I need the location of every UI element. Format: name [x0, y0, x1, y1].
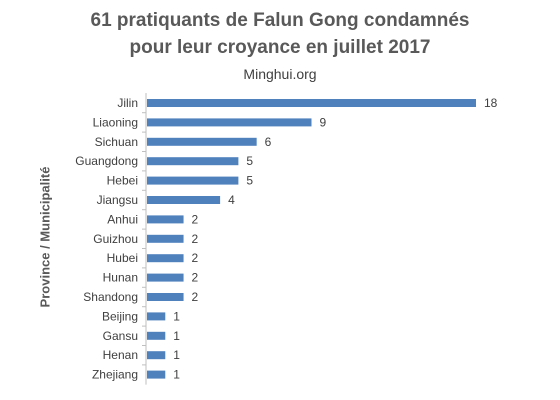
- category-label: Guizhou: [93, 232, 138, 246]
- data-label: 6: [265, 135, 272, 149]
- category-label: Guangdong: [75, 154, 138, 168]
- bar: [147, 234, 184, 243]
- chart-title-line-1: 61 pratiquants de Falun Gong condamnés: [90, 10, 470, 31]
- data-label: 2: [192, 212, 199, 226]
- data-label: 9: [320, 115, 327, 129]
- data-label: 1: [173, 348, 180, 362]
- bar: [147, 254, 184, 263]
- bar: [147, 215, 184, 224]
- category-label: Henan: [103, 348, 138, 362]
- bar: [147, 157, 239, 166]
- data-label: 1: [173, 329, 180, 343]
- category-label: Gansu: [103, 329, 138, 343]
- data-label: 2: [192, 251, 199, 265]
- category-label: Shandong: [83, 290, 138, 304]
- data-label: 2: [192, 232, 199, 246]
- bar: [147, 176, 239, 185]
- bar: [147, 273, 184, 282]
- bar: [147, 196, 221, 204]
- category-label: Zhejiang: [92, 368, 138, 382]
- bar: [147, 312, 166, 321]
- data-label: 5: [246, 174, 253, 188]
- data-label: 2: [192, 290, 199, 304]
- bar: [147, 370, 166, 379]
- category-label: Jilin: [117, 96, 138, 110]
- data-label: 1: [173, 309, 180, 323]
- bar: [147, 118, 312, 127]
- bar: [147, 331, 166, 340]
- category-label: Liaoning: [93, 115, 138, 129]
- bar: [147, 99, 476, 107]
- category-label: Hunan: [103, 271, 138, 285]
- category-label: Beijing: [102, 309, 138, 323]
- data-label: 18: [484, 96, 498, 110]
- category-label: Sichuan: [95, 135, 138, 149]
- bar: [147, 351, 166, 360]
- data-label: 1: [173, 368, 180, 382]
- bar: [147, 293, 184, 301]
- category-label: Anhui: [107, 212, 138, 226]
- category-label: Hebei: [107, 174, 138, 188]
- data-label: 2: [192, 271, 199, 285]
- data-label: 4: [228, 193, 235, 207]
- chart-subtitle: Minghui.org: [243, 66, 317, 82]
- bar: [147, 137, 257, 146]
- chart-title-line-2: pour leur croyance en juillet 2017: [129, 37, 431, 58]
- data-label: 5: [246, 154, 253, 168]
- category-label: Jiangsu: [97, 193, 138, 207]
- category-label: Hubei: [107, 251, 138, 265]
